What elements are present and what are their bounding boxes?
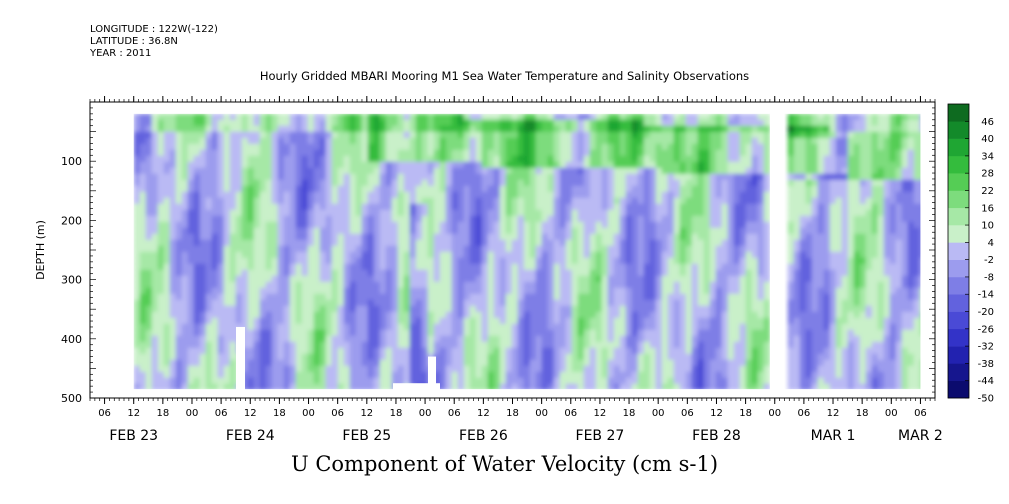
x-tick-label: 18 — [856, 408, 869, 419]
x-tick-label: 18 — [390, 408, 403, 419]
colorbar-swatch — [948, 121, 969, 139]
x-tick-label: 00 — [885, 408, 898, 419]
x-tick-label: 12 — [477, 408, 490, 419]
colorbar-swatch — [948, 346, 969, 364]
x-tick-label: 06 — [215, 408, 228, 419]
x-tick-label: 06 — [98, 408, 111, 419]
x-tick-label: 12 — [127, 408, 140, 419]
colorbar-label: 22 — [981, 186, 994, 197]
x-tick-label: 18 — [506, 408, 519, 419]
colorbar-label: -26 — [978, 324, 994, 335]
x-tick-label: 00 — [419, 408, 432, 419]
x-tick-label: 00 — [302, 408, 315, 419]
no-data-right — [920, 103, 934, 397]
colorbar-swatch — [948, 259, 969, 278]
colorbar-label: -44 — [978, 376, 994, 387]
y-tick-label: 100 — [61, 155, 82, 168]
x-tick-label: 12 — [710, 408, 723, 419]
no-data-bottom — [91, 389, 934, 397]
x-tick-label: 00 — [535, 408, 548, 419]
date-label: FEB 25 — [342, 428, 391, 444]
heatmap-field — [91, 103, 934, 397]
colorbar-label: -50 — [978, 394, 994, 405]
x-tick-label: 12 — [360, 408, 373, 419]
colorbar-label: -20 — [978, 307, 994, 318]
colorbar-label: 10 — [981, 221, 994, 232]
colorbar-swatch — [948, 380, 969, 399]
date-label: FEB 24 — [226, 428, 275, 444]
colorbar-swatch — [948, 207, 969, 226]
date-label: FEB 28 — [692, 428, 741, 444]
variable-label: U Component of Water Velocity (cm s-1) — [290, 452, 719, 476]
colorbar-swatch — [948, 190, 969, 209]
y-axis-label: DEPTH (m) — [34, 220, 47, 280]
colorbar-label: -38 — [978, 359, 994, 370]
colorbar-swatch — [948, 138, 969, 157]
colorbar-swatch — [948, 294, 969, 312]
x-tick-label: 06 — [331, 408, 344, 419]
data-gap — [769, 111, 785, 392]
x-tick-label: 00 — [768, 408, 781, 419]
colorbar-label: 46 — [981, 117, 994, 128]
colorbar-swatch — [948, 363, 969, 381]
colorbar-label: 4 — [988, 238, 994, 249]
colorbar-swatch — [948, 276, 969, 295]
colorbar-frame — [947, 103, 970, 399]
x-tick-label: 06 — [798, 408, 811, 419]
colorbar-label: -32 — [978, 342, 994, 353]
no-data-top — [91, 103, 934, 114]
x-tick-label: 18 — [739, 408, 752, 419]
no-data-notch — [428, 356, 436, 391]
x-tick-label: 06 — [681, 408, 694, 419]
no-data-left — [91, 103, 134, 397]
no-data-notch — [393, 383, 440, 391]
x-tick-label: 06 — [914, 408, 927, 419]
colorbar-label: 40 — [981, 134, 994, 145]
colorbar-label: 28 — [981, 169, 994, 180]
colorbar-label: -2 — [984, 255, 994, 266]
x-tick-label: 18 — [623, 408, 636, 419]
y-tick-label: 300 — [61, 274, 82, 287]
x-tick-label: 06 — [448, 408, 461, 419]
plot-axes: 06 12 18 00 06 12 18 00 06 12 18 00 06 12 18 00 06 12 18 00… — [34, 96, 943, 444]
date-label: MAR 2 — [898, 428, 943, 444]
colorbar-swatch — [948, 242, 969, 260]
colorbar-label: 34 — [981, 151, 994, 162]
latitude-label: LATITUDE : 36.8N — [90, 36, 178, 47]
year-label: YEAR : 2011 — [90, 48, 152, 59]
x-tick-label: 12 — [594, 408, 607, 419]
colorbar-swatch — [948, 104, 969, 122]
longitude-label: LONGITUDE : 122W(-122) — [90, 24, 218, 35]
x-tick-label: 12 — [244, 408, 257, 419]
colorbar-swatch — [948, 173, 969, 191]
date-label: FEB 27 — [576, 428, 625, 444]
date-label: FEB 26 — [459, 428, 508, 444]
no-data-notch — [236, 326, 245, 391]
x-tick-label: 00 — [186, 408, 199, 419]
colorbar-label: -8 — [984, 272, 994, 283]
x-tick-label: 00 — [652, 408, 665, 419]
x-tick-label: 06 — [564, 408, 577, 419]
y-tick-label: 500 — [61, 392, 82, 405]
y-tick-label: 200 — [61, 214, 82, 227]
colorbar-swatch — [948, 225, 969, 243]
chart-title: Hourly Gridded MBARI Mooring M1 Sea Wate… — [259, 69, 750, 83]
heatmap-cells — [133, 113, 927, 391]
colorbar: -50 -44 -38 -32 -26 -20 -14 -8 -2 4 10 16 22 28 34 40 46 — [947, 103, 994, 405]
colorbar-label: -14 — [978, 290, 994, 301]
date-label: FEB 23 — [109, 428, 158, 444]
colorbar-swatch — [948, 155, 969, 174]
x-tick-label: 18 — [273, 408, 286, 419]
date-label: MAR 1 — [811, 428, 856, 444]
colorbar-swatch — [948, 328, 969, 347]
x-tick-label: 12 — [827, 408, 840, 419]
x-tick-label: 18 — [156, 408, 169, 419]
y-tick-label: 400 — [61, 333, 82, 346]
colorbar-swatch — [948, 311, 969, 330]
colorbar-label: 16 — [981, 203, 994, 214]
